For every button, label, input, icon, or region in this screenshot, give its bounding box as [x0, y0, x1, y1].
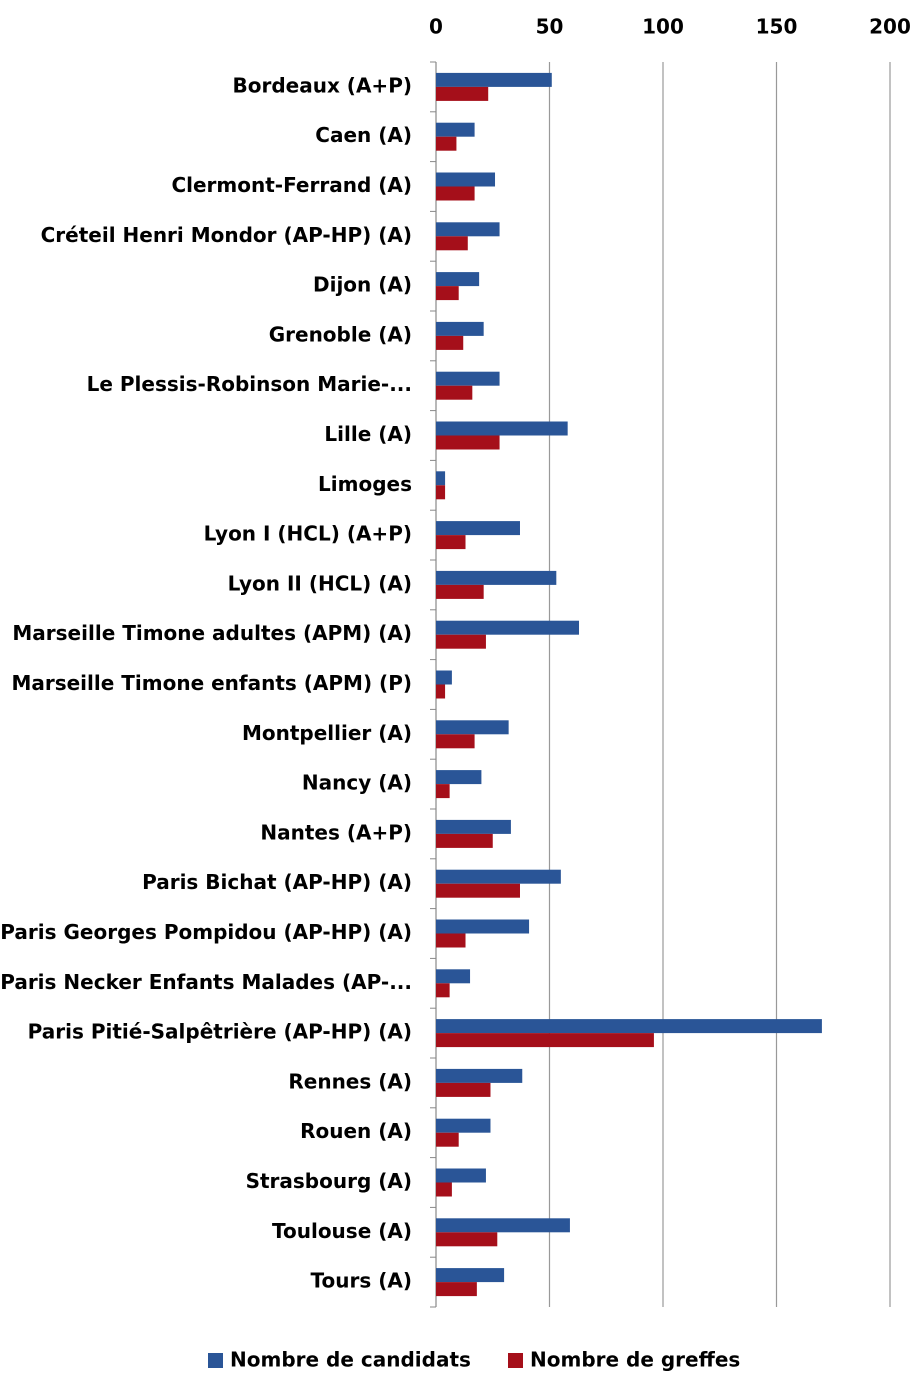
legend-label: Nombre de candidats	[230, 1348, 471, 1372]
bar	[436, 535, 466, 550]
x-tick-label: 150	[756, 15, 798, 39]
bar	[436, 136, 457, 151]
bar	[436, 72, 552, 87]
y-tick-label: Tours (A)	[311, 1269, 412, 1293]
bar	[436, 272, 480, 287]
bar	[436, 1082, 491, 1097]
bar	[436, 521, 520, 536]
y-tick-label: Clermont-Ferrand (A)	[171, 173, 412, 197]
bar	[436, 869, 561, 884]
bar	[436, 335, 464, 350]
bar	[436, 670, 452, 685]
y-tick-label: Caen (A)	[315, 123, 412, 147]
bar	[436, 983, 450, 998]
bar	[436, 584, 484, 599]
bar	[436, 1182, 452, 1197]
y-tick-label: Le Plessis-Robinson Marie-...	[87, 372, 412, 396]
bar	[436, 933, 466, 948]
y-tick-label: Paris Georges Pompidou (AP-HP) (A)	[0, 920, 412, 944]
bar	[436, 421, 568, 436]
legend-swatch	[508, 1353, 523, 1368]
bar	[436, 784, 450, 799]
bar	[436, 172, 496, 187]
bar	[436, 634, 486, 649]
bar	[436, 734, 475, 749]
bar	[436, 321, 484, 336]
bar	[436, 86, 489, 101]
bar	[436, 186, 475, 201]
y-tick-label: Lyon I (HCL) (A+P)	[204, 522, 412, 546]
y-tick-label: Marseille Timone enfants (APM) (P)	[11, 671, 412, 695]
bar	[436, 385, 473, 400]
y-tick-label: Montpellier (A)	[242, 721, 412, 745]
bar	[436, 1019, 822, 1034]
x-tick-label: 50	[536, 15, 564, 39]
y-tick-label: Limoges	[318, 472, 412, 496]
y-tick-label: Rouen (A)	[300, 1119, 412, 1143]
y-tick-label: Rennes (A)	[288, 1069, 412, 1093]
bar	[436, 570, 557, 585]
bar	[436, 770, 482, 785]
bar	[436, 371, 500, 386]
bar	[436, 1268, 505, 1283]
bar	[436, 819, 511, 834]
bar	[436, 883, 520, 898]
bar	[436, 1118, 491, 1133]
y-tick-label: Lyon II (HCL) (A)	[228, 571, 412, 595]
legend-swatch	[208, 1353, 223, 1368]
y-tick-label: Toulouse (A)	[272, 1219, 412, 1243]
y-tick-label: Bordeaux (A+P)	[232, 73, 412, 97]
y-tick-label: Dijon (A)	[313, 273, 412, 297]
y-tick-label: Nantes (A+P)	[260, 820, 412, 844]
bar	[436, 833, 493, 848]
bar	[436, 122, 475, 137]
bar	[436, 1282, 477, 1297]
y-tick-label: Strasbourg (A)	[246, 1169, 412, 1193]
x-tick-label: 0	[429, 15, 443, 39]
bar	[436, 1068, 523, 1083]
x-tick-label: 100	[642, 15, 684, 39]
bar	[436, 620, 580, 635]
bar	[436, 1218, 570, 1233]
y-tick-label: Paris Necker Enfants Malades (AP-...	[0, 970, 412, 994]
bar	[436, 684, 446, 699]
y-tick-label: Paris Pitié-Salpêtrière (AP-HP) (A)	[28, 1020, 412, 1044]
y-tick-label: Lille (A)	[324, 422, 412, 446]
bar	[436, 720, 509, 735]
bar	[436, 286, 459, 301]
bar	[436, 485, 446, 500]
bar	[436, 1033, 654, 1048]
y-tick-label: Grenoble (A)	[269, 322, 412, 346]
x-tick-label: 200	[869, 15, 911, 39]
bar	[436, 222, 500, 237]
legend-label: Nombre de greffes	[530, 1348, 740, 1372]
bar	[436, 1168, 486, 1183]
bar	[436, 1232, 498, 1247]
y-tick-label: Paris Bichat (AP-HP) (A)	[142, 870, 412, 894]
bar	[436, 471, 446, 486]
bar	[436, 435, 500, 450]
bar	[436, 919, 530, 934]
y-tick-label: Créteil Henri Mondor (AP-HP) (A)	[41, 223, 412, 247]
y-tick-label: Nancy (A)	[302, 771, 412, 795]
bar	[436, 969, 471, 984]
y-tick-label: Marseille Timone adultes (APM) (A)	[12, 621, 412, 645]
bar	[436, 1132, 459, 1147]
bar	[436, 236, 468, 251]
